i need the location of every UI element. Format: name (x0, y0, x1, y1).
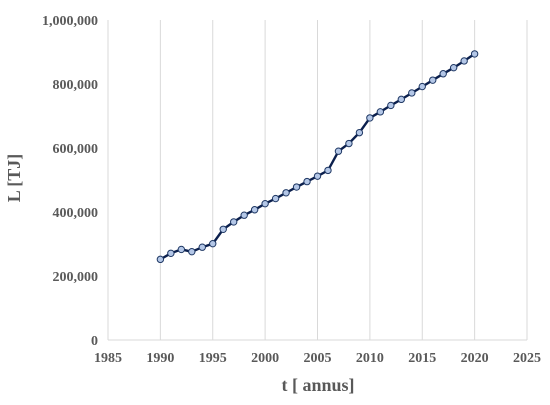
data-point (167, 249, 175, 257)
gridlines (107, 20, 528, 341)
data-markers (156, 50, 479, 264)
data-point (261, 199, 269, 208)
data-point (408, 89, 416, 97)
data-point (209, 239, 217, 248)
data-point (230, 218, 238, 226)
data-point (198, 243, 206, 251)
data-point (324, 166, 332, 175)
y-tick-label: 800,000 (53, 78, 99, 93)
data-point (397, 95, 405, 104)
data-point (219, 225, 227, 233)
data-point (460, 57, 468, 65)
data-point (439, 70, 447, 78)
data-point (387, 101, 395, 110)
data-point (429, 76, 437, 84)
data-point (355, 128, 364, 137)
x-axis-title: t [ annus] (281, 375, 354, 395)
y-axis-title: L [TJ] (4, 154, 24, 203)
data-point (177, 245, 186, 254)
x-tick-label: 2020 (461, 351, 489, 366)
x-tick-labels: 1985 1990 1995 2000 2005 2010 2015 2020 2025 (94, 351, 541, 366)
data-point (240, 211, 248, 219)
data-point (156, 255, 165, 264)
data-point (313, 172, 322, 180)
x-tick-label: 1995 (199, 351, 227, 366)
x-tick-label: 2005 (304, 351, 332, 366)
y-tick-label: 400,000 (53, 206, 99, 221)
y-tick-label: 0 (91, 334, 98, 349)
data-point (345, 139, 353, 148)
data-point (282, 189, 290, 197)
data-point (418, 82, 426, 91)
y-tick-labels: 0 200,000 400,000 600,000 800,000 1,000,000 (42, 14, 98, 349)
data-point (250, 206, 259, 214)
y-tick-label: 600,000 (53, 142, 99, 157)
data-point (449, 63, 458, 72)
x-tick-label: 2015 (408, 351, 436, 366)
x-tick-label: 1990 (146, 351, 174, 366)
y-tick-label: 1,000,000 (42, 14, 98, 29)
x-tick-label: 2025 (513, 351, 541, 366)
x-tick-label: 2010 (356, 351, 384, 366)
data-point (303, 177, 311, 186)
data-point (366, 114, 374, 122)
data-point (376, 108, 385, 116)
data-point (271, 194, 280, 203)
data-point (470, 50, 479, 58)
x-tick-label: 2000 (251, 351, 279, 366)
data-point (334, 147, 343, 155)
data-point (292, 183, 301, 191)
y-tick-label: 200,000 (53, 270, 99, 285)
data-point (188, 247, 196, 256)
x-tick-label: 1985 (94, 351, 122, 366)
